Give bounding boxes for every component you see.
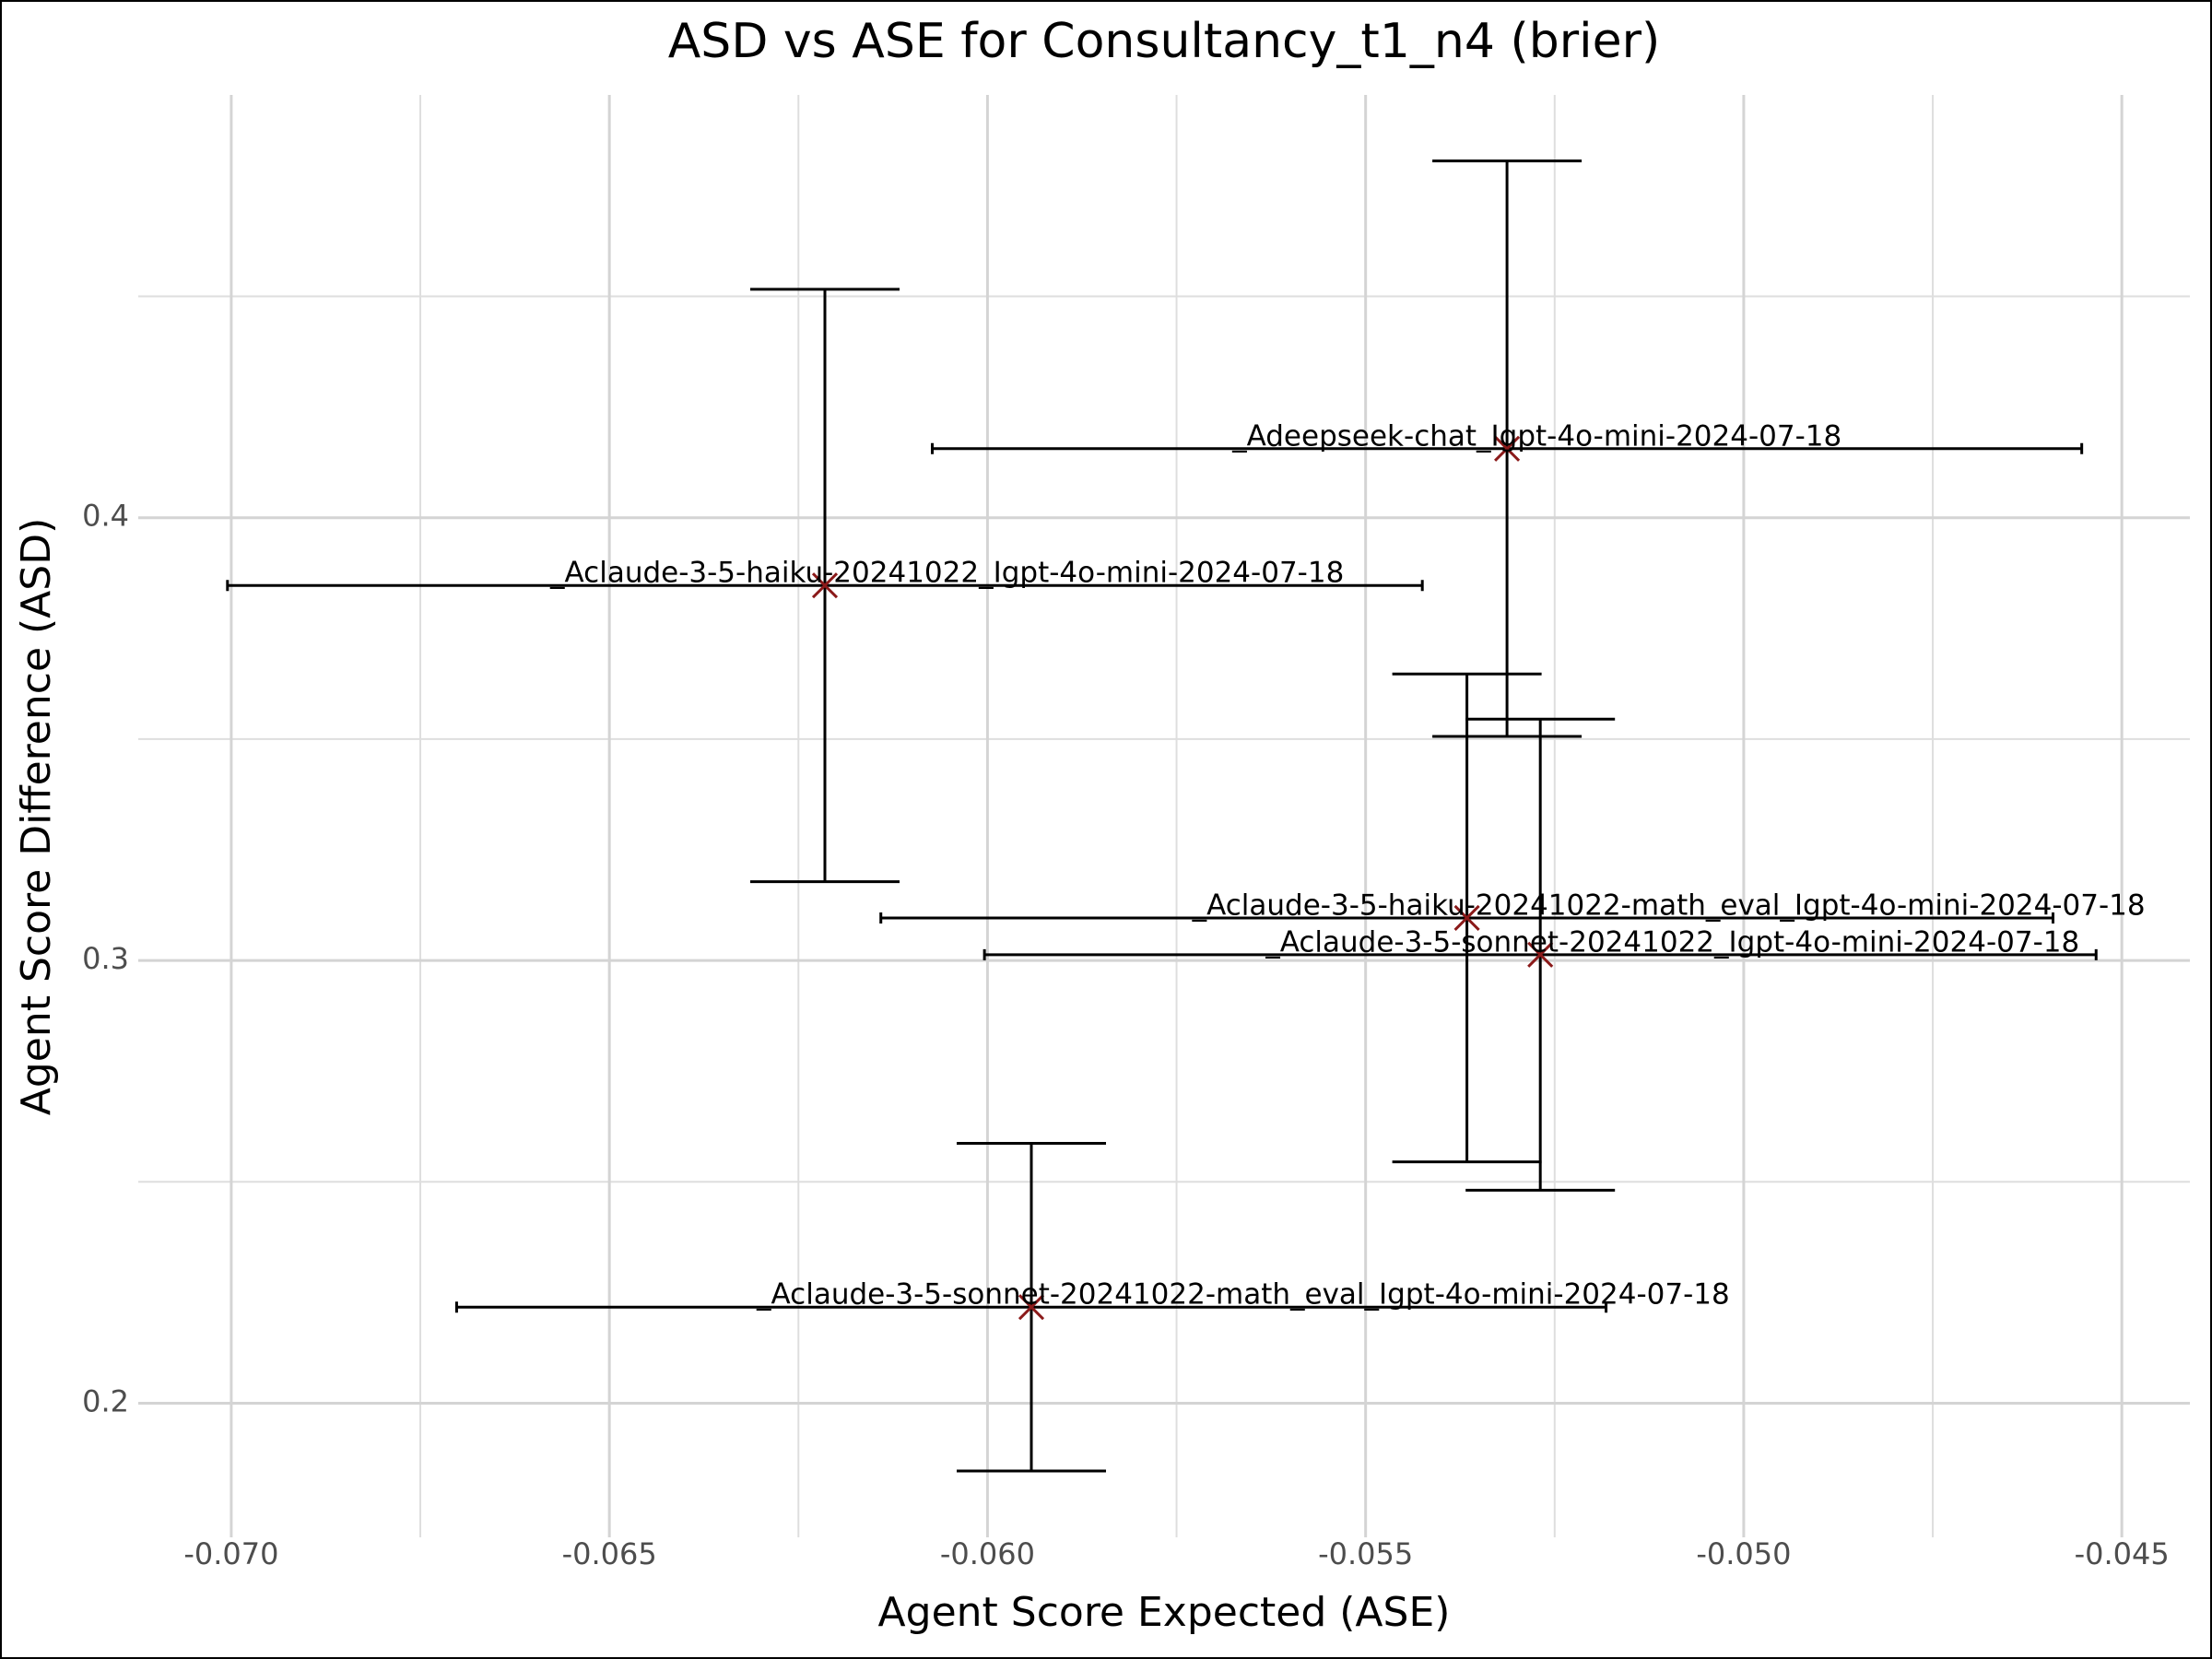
point-marker [1018,1294,1045,1321]
y-tick-label: 0.3 [82,941,129,976]
point-label: _Aclaude-3-5-haiku-20241022-math_eval_Ig… [1192,888,2146,922]
point-marker [1453,904,1480,932]
x-tick-label: -0.045 [2075,1536,2170,1571]
x-tick-label: -0.060 [940,1536,1035,1571]
point-marker [1494,435,1521,462]
x-tick-label: -0.065 [562,1536,657,1571]
x-tick-label: -0.055 [1318,1536,1413,1571]
x-tick-label: -0.050 [1696,1536,1791,1571]
point-label: _Aclaude-3-5-sonnet-20241022_Igpt-4o-min… [1265,925,2079,959]
point-label: _Aclaude-3-5-haiku-20241022_Igpt-4o-mini… [549,557,1344,590]
point-marker [811,572,839,599]
y-axis-title: Agent Score Difference (ASD) [13,518,60,1116]
point-marker [1527,941,1554,968]
chart-title: ASD vs ASE for Consultancy_t1_n4 (brier) [668,14,1661,69]
y-tick-label: 0.2 [82,1383,129,1418]
point-label: _Aclaude-3-5-sonnet-20241022-math_eval_I… [756,1278,1730,1312]
x-axis-title: Agent Score Expected (ASE) [878,1589,1451,1636]
y-tick-label: 0.4 [82,499,129,534]
x-tick-label: -0.070 [183,1536,278,1571]
point-label: _Adeepseek-chat_Igpt-4o-mini-2024-07-18 [1231,419,1841,453]
